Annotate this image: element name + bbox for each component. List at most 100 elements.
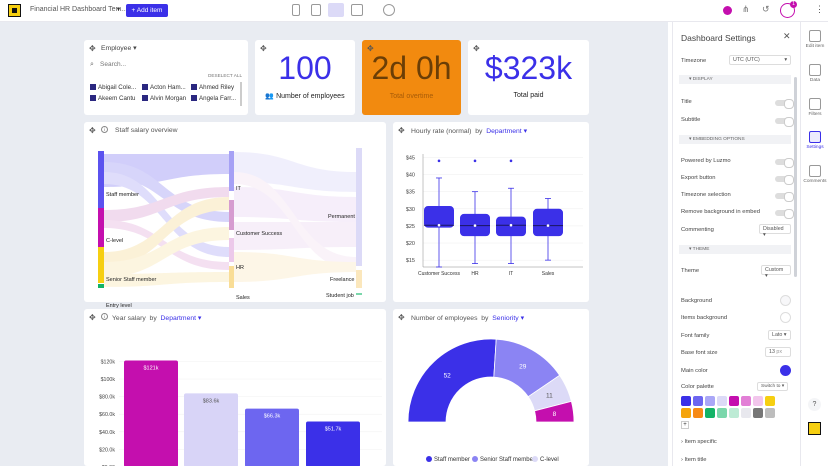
add-item-button[interactable]: + Add item bbox=[126, 4, 168, 17]
sankey-node-student bbox=[356, 293, 362, 295]
items-bg-color-picker[interactable] bbox=[780, 312, 791, 323]
drag-handle-icon[interactable]: ✥ bbox=[398, 126, 405, 135]
employee-list-scrollbar[interactable] bbox=[240, 82, 242, 106]
drag-handle-icon[interactable]: ✥ bbox=[260, 44, 267, 53]
legend-marker bbox=[472, 456, 478, 462]
play-icon[interactable] bbox=[723, 6, 732, 15]
base-font-input[interactable]: 13 px bbox=[765, 347, 791, 357]
employee-option[interactable]: Angela Farr... bbox=[191, 95, 236, 102]
employee-option[interactable]: Ahmed Riley bbox=[191, 84, 234, 91]
drag-handle-icon[interactable]: ✥ bbox=[398, 313, 405, 322]
donut-slice bbox=[534, 400, 575, 423]
add-color-button[interactable]: + bbox=[681, 421, 689, 429]
boxplot-card: ✥ Hourly rate (normal) by Department ▾ $… bbox=[393, 122, 589, 302]
info-icon[interactable]: i bbox=[101, 126, 108, 133]
rail-comments[interactable]: Comments bbox=[801, 165, 828, 184]
color-palette bbox=[681, 396, 791, 418]
group-by-dropdown[interactable]: Seniority ▾ bbox=[492, 315, 525, 322]
help-icon[interactable]: ? bbox=[808, 398, 821, 411]
subtitle-toggle[interactable] bbox=[775, 117, 794, 127]
section-theme[interactable]: ▾ THEME bbox=[679, 245, 791, 254]
palette-swatch[interactable] bbox=[681, 396, 691, 406]
close-icon[interactable]: ✕ bbox=[783, 31, 791, 41]
more-options-icon[interactable]: ⋮ bbox=[815, 4, 824, 14]
employee-option[interactable]: Abigail Cole... bbox=[90, 84, 136, 91]
sankey-label: Customer Success bbox=[236, 231, 283, 237]
palette-swatch[interactable] bbox=[681, 408, 691, 418]
app-logo[interactable] bbox=[8, 4, 21, 17]
employee-search-input[interactable] bbox=[100, 59, 240, 69]
palette-swatch[interactable] bbox=[765, 408, 775, 418]
laptop-view-icon[interactable] bbox=[328, 3, 344, 17]
y-tick-label: $60.0k bbox=[99, 412, 115, 418]
legend-marker bbox=[426, 456, 432, 462]
rail-edit-item[interactable]: Edit item bbox=[801, 30, 828, 49]
background-color-picker[interactable] bbox=[780, 295, 791, 306]
rail-data[interactable]: Data bbox=[801, 64, 828, 83]
palette-swatch[interactable] bbox=[753, 408, 763, 418]
dashboard-title[interactable]: Financial HR Dashboard Tem... bbox=[30, 6, 128, 13]
drag-handle-icon[interactable]: ✥ bbox=[89, 44, 96, 53]
drag-handle-icon[interactable]: ✥ bbox=[89, 313, 96, 322]
palette-swatch[interactable] bbox=[693, 408, 703, 418]
group-by-dropdown[interactable]: Department ▾ bbox=[486, 128, 528, 135]
y-tick-label: $30 bbox=[406, 207, 415, 213]
drag-handle-icon[interactable]: ✥ bbox=[367, 44, 374, 53]
main-color-picker[interactable] bbox=[780, 365, 791, 376]
remove-bg-toggle[interactable] bbox=[775, 209, 794, 219]
palette-swatch[interactable] bbox=[717, 408, 727, 418]
font-family-select[interactable]: Lato ▾ bbox=[768, 330, 791, 340]
drag-handle-icon[interactable]: ✥ bbox=[89, 126, 96, 135]
section-display[interactable]: ▾ DISPLAY bbox=[679, 75, 791, 84]
tz-selection-toggle[interactable] bbox=[775, 192, 794, 202]
kpi-value: 100 bbox=[278, 50, 332, 86]
palette-swatch[interactable] bbox=[693, 396, 703, 406]
sankey-node-permanent bbox=[356, 148, 362, 266]
settings-header: Dashboard Settings bbox=[681, 33, 756, 43]
palette-swatch[interactable] bbox=[705, 396, 715, 406]
section-embedding[interactable]: ▾ EMBEDDING OPTIONS bbox=[679, 135, 791, 144]
employee-option[interactable]: Acton Ham... bbox=[142, 84, 186, 91]
bar bbox=[184, 393, 238, 466]
group-by-dropdown[interactable]: Department ▾ bbox=[160, 315, 202, 322]
palette-swatch[interactable] bbox=[765, 396, 775, 406]
employee-dropdown[interactable]: Employee ▾ bbox=[101, 45, 137, 52]
desktop-view-icon[interactable] bbox=[351, 4, 363, 16]
employee-option[interactable]: Akeem Cantu bbox=[90, 95, 136, 102]
history-icon[interactable]: ↺ bbox=[762, 4, 770, 14]
gear-icon bbox=[809, 131, 821, 143]
switch-palette-button[interactable]: Switch to ▾ bbox=[757, 382, 789, 391]
powered-toggle[interactable] bbox=[775, 158, 794, 168]
comments-badge[interactable] bbox=[780, 3, 795, 18]
palette-swatch[interactable] bbox=[705, 408, 715, 418]
export-toggle[interactable] bbox=[775, 175, 794, 185]
palette-swatch[interactable] bbox=[729, 408, 739, 418]
employee-filter-card: ✥ Employee ▾ ⌕ DESELECT ALL Abigail Cole… bbox=[84, 40, 248, 115]
palette-swatch[interactable] bbox=[729, 396, 739, 406]
palette-swatch[interactable] bbox=[741, 396, 751, 406]
deselect-all-button[interactable]: DESELECT ALL bbox=[208, 73, 243, 78]
donut-value-label: 8 bbox=[553, 411, 557, 418]
phone-view-icon[interactable] bbox=[292, 4, 300, 16]
rail-filters[interactable]: Filters bbox=[801, 98, 828, 117]
palette-swatch[interactable] bbox=[741, 408, 751, 418]
title-toggle[interactable] bbox=[775, 99, 794, 109]
chevron-down-icon[interactable]: ▾ bbox=[117, 7, 121, 13]
palette-swatch[interactable] bbox=[717, 396, 727, 406]
language-icon[interactable] bbox=[383, 4, 395, 16]
rail-settings[interactable]: Settings bbox=[801, 131, 828, 150]
employee-option[interactable]: Alvin Morgan bbox=[142, 95, 186, 102]
theme-select[interactable]: Custom ▾ bbox=[761, 265, 791, 279]
sankey-node-hr bbox=[229, 238, 234, 262]
settings-scrollbar[interactable] bbox=[794, 77, 797, 277]
item-specific-section[interactable]: › Item specific bbox=[681, 439, 717, 445]
palette-swatch[interactable] bbox=[753, 396, 763, 406]
share-icon[interactable]: ⋔ bbox=[742, 4, 750, 14]
sankey-node-sales bbox=[229, 266, 234, 288]
commenting-select[interactable]: Disabled ▾ bbox=[759, 224, 791, 238]
info-icon[interactable]: i bbox=[101, 313, 108, 320]
drag-handle-icon[interactable]: ✥ bbox=[473, 44, 480, 53]
tablet-view-icon[interactable] bbox=[311, 4, 321, 16]
item-title-section[interactable]: › Item title bbox=[681, 457, 707, 463]
timezone-select[interactable]: UTC (UTC) ▾ bbox=[729, 55, 791, 65]
